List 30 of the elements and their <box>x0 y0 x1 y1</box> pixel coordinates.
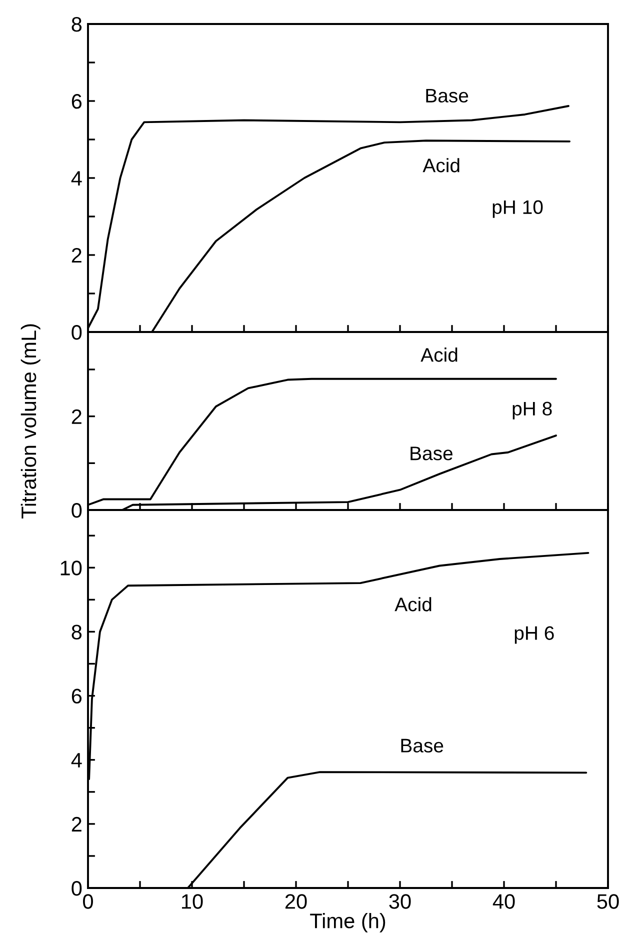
x-tick-label: 10 <box>182 894 203 909</box>
series-label: Base <box>410 446 452 460</box>
y-tick-label: 0 <box>72 503 82 518</box>
y-axis-title: Titration volume (mL) <box>20 324 40 519</box>
series-label: Acid <box>394 597 432 612</box>
y-tick-label: 2 <box>72 816 82 832</box>
y-tick-label: 4 <box>71 171 82 186</box>
x-tick-label: 0 <box>83 894 93 909</box>
x-tick-label: 20 <box>285 894 307 909</box>
y-tick-label: 8 <box>72 17 82 32</box>
y-tick-label: 2 <box>72 248 82 263</box>
x-tick-label: 30 <box>389 894 411 909</box>
annotation: pH 6 <box>514 626 554 644</box>
x-axis-title: Time (h) <box>310 912 386 932</box>
x-tick-label: 50 <box>597 894 619 909</box>
series-label: Base <box>426 88 468 103</box>
y-tick-label: 2 <box>72 409 82 424</box>
y-tick-label: 0 <box>72 881 82 896</box>
annotation: pH 8 <box>512 402 552 420</box>
y-tick-label: 8 <box>72 624 82 640</box>
series-label: Base <box>401 738 444 752</box>
y-tick-label: 6 <box>72 688 82 704</box>
y-tick-label: 4 <box>71 753 82 768</box>
y-tick-label: 0 <box>72 325 82 340</box>
series-label: Acid <box>420 348 458 362</box>
annotation: pH 10 <box>492 200 543 218</box>
y-tick-label: 6 <box>72 94 82 109</box>
y-tick-label: 10 <box>60 560 82 576</box>
x-tick-label: 40 <box>492 894 515 909</box>
series-label: Acid <box>422 158 460 172</box>
